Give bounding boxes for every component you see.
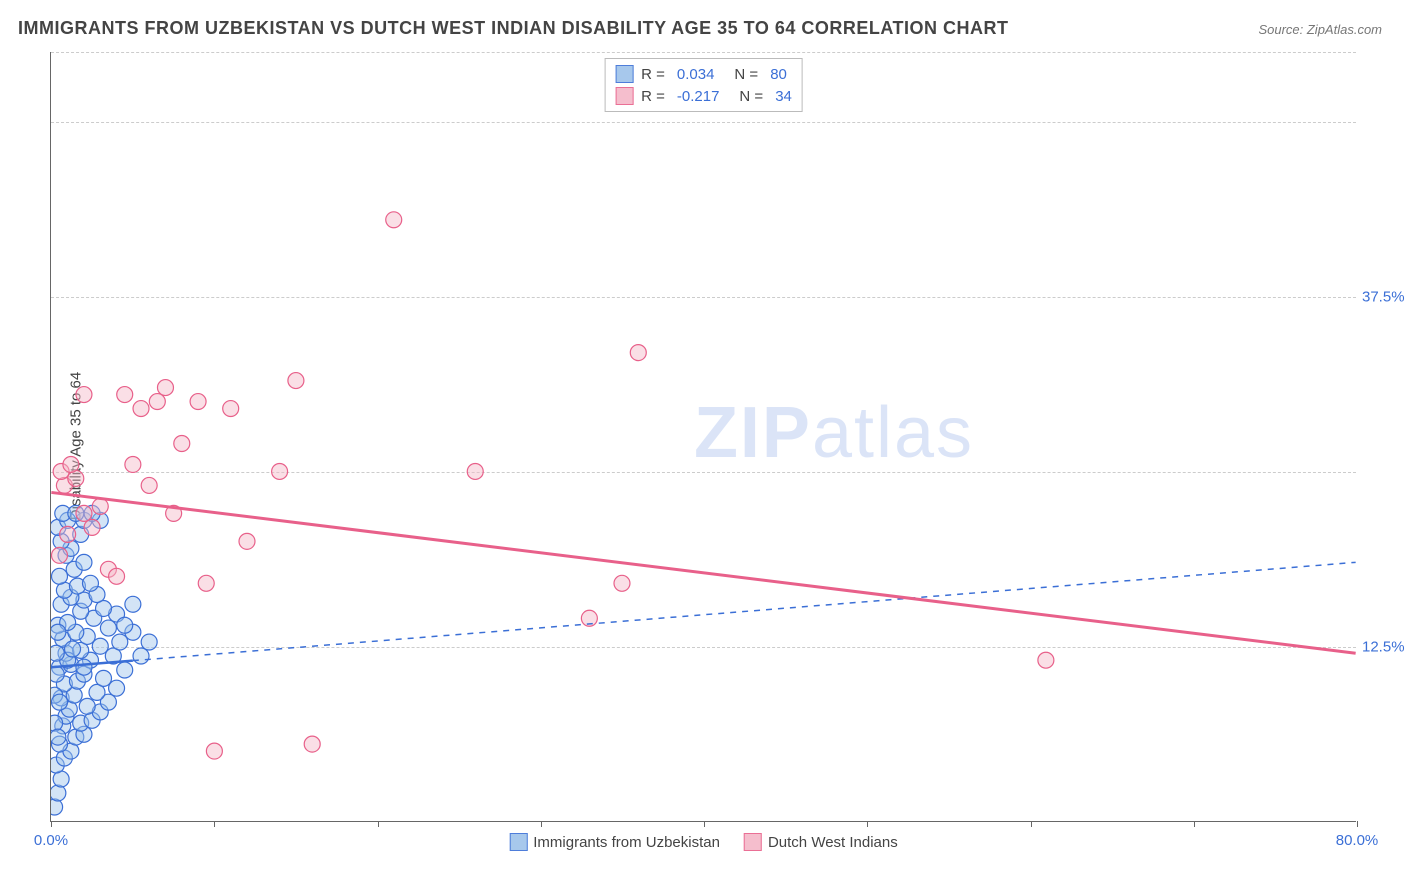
- data-point: [149, 394, 165, 410]
- data-point: [272, 463, 288, 479]
- data-point: [630, 345, 646, 361]
- data-point: [117, 387, 133, 403]
- swatch-series2: [615, 87, 633, 105]
- data-point: [51, 645, 64, 661]
- data-point: [51, 624, 66, 640]
- x-tick: [214, 821, 215, 827]
- data-point: [109, 568, 125, 584]
- data-point: [133, 648, 149, 664]
- data-point: [467, 463, 483, 479]
- swatch-series2-bottom: [744, 833, 762, 851]
- x-tick: [378, 821, 379, 827]
- x-tick: [704, 821, 705, 827]
- data-point: [100, 620, 116, 636]
- data-point: [76, 505, 92, 521]
- chart-title: IMMIGRANTS FROM UZBEKISTAN VS DUTCH WEST…: [18, 18, 1009, 39]
- data-point: [141, 477, 157, 493]
- data-point: [76, 387, 92, 403]
- trend-line: [51, 492, 1355, 653]
- data-point: [76, 659, 92, 675]
- legend-row-series1: R = 0.034 N = 80: [615, 63, 792, 85]
- data-point: [51, 666, 64, 682]
- data-point: [51, 729, 66, 745]
- data-point: [51, 785, 66, 801]
- data-point: [614, 575, 630, 591]
- data-point: [386, 212, 402, 228]
- legend-row-series2: R = -0.217 N = 34: [615, 85, 792, 107]
- correlation-legend: R = 0.034 N = 80 R = -0.217 N = 34: [604, 58, 803, 112]
- data-point: [206, 743, 222, 759]
- data-point: [52, 568, 68, 584]
- x-tick: [867, 821, 868, 827]
- data-point: [1038, 652, 1054, 668]
- x-tick: [1194, 821, 1195, 827]
- data-point: [198, 575, 214, 591]
- data-point: [117, 662, 133, 678]
- data-point: [288, 373, 304, 389]
- data-point: [60, 526, 76, 542]
- y-tick-label: 37.5%: [1362, 289, 1406, 306]
- x-tick: [1357, 821, 1358, 827]
- scatter-svg: [51, 52, 1356, 821]
- data-point: [82, 575, 98, 591]
- swatch-series1-bottom: [509, 833, 527, 851]
- correlation-chart: IMMIGRANTS FROM UZBEKISTAN VS DUTCH WEST…: [0, 0, 1406, 892]
- legend-item-series2: Dutch West Indians: [744, 833, 898, 851]
- data-point: [133, 401, 149, 417]
- series-legend: Immigrants from Uzbekistan Dutch West In…: [509, 833, 898, 851]
- data-point: [92, 498, 108, 514]
- data-point: [52, 547, 68, 563]
- x-tick-label: 80.0%: [1336, 832, 1379, 849]
- data-point: [65, 641, 81, 657]
- x-tick: [51, 821, 52, 827]
- x-tick-label: 0.0%: [34, 832, 68, 849]
- data-point: [117, 617, 133, 633]
- data-point: [141, 634, 157, 650]
- data-point: [239, 533, 255, 549]
- data-point: [304, 736, 320, 752]
- data-point: [125, 456, 141, 472]
- data-point: [125, 596, 141, 612]
- data-point: [52, 694, 68, 710]
- data-point: [190, 394, 206, 410]
- source-attribution: Source: ZipAtlas.com: [1258, 22, 1382, 37]
- data-point: [84, 519, 100, 535]
- data-point: [63, 456, 79, 472]
- legend-item-series1: Immigrants from Uzbekistan: [509, 833, 720, 851]
- y-tick-label: 12.5%: [1362, 639, 1406, 656]
- x-tick: [541, 821, 542, 827]
- x-tick: [1031, 821, 1032, 827]
- data-point: [174, 436, 190, 452]
- plot-area: ZIPatlas 12.5%37.5% R = 0.034 N = 80 R =…: [50, 52, 1356, 822]
- data-point: [223, 401, 239, 417]
- swatch-series1: [615, 65, 633, 83]
- data-point: [79, 698, 95, 714]
- data-point: [76, 554, 92, 570]
- data-point: [96, 670, 112, 686]
- data-point: [157, 380, 173, 396]
